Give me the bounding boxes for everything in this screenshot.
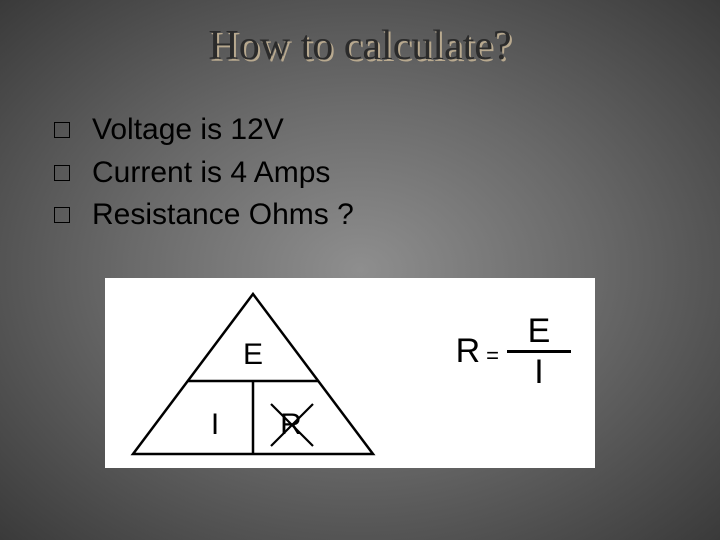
bullet-text: Resistance Ohms ? bbox=[92, 195, 354, 236]
bullet-list: Voltage is 12V Current is 4 Amps Resista… bbox=[54, 110, 354, 238]
list-item: Voltage is 12V bbox=[54, 110, 354, 151]
triangle-top-label: E bbox=[243, 338, 263, 371]
ohms-law-triangle-icon: E I R bbox=[123, 286, 383, 464]
slide-title: How to calculate? How to calculate? bbox=[0, 22, 720, 70]
formula-denominator: I bbox=[524, 355, 553, 389]
formula-numerator: E bbox=[518, 314, 561, 348]
list-item: Current is 4 Amps bbox=[54, 153, 354, 194]
bullet-icon bbox=[54, 122, 70, 138]
title-text: How to calculate? bbox=[0, 22, 720, 70]
formula: R = E I bbox=[456, 314, 571, 389]
slide: How to calculate? How to calculate? Volt… bbox=[0, 0, 720, 540]
formula-lhs: R bbox=[456, 332, 481, 371]
fraction: E I bbox=[507, 314, 571, 389]
diagram-panel: E I R R = E I bbox=[105, 278, 595, 468]
bullet-text: Current is 4 Amps bbox=[92, 153, 330, 194]
bullet-icon bbox=[54, 165, 70, 181]
bullet-icon bbox=[54, 207, 70, 223]
triangle-left-label: I bbox=[211, 408, 219, 441]
bullet-text: Voltage is 12V bbox=[92, 110, 284, 151]
list-item: Resistance Ohms ? bbox=[54, 195, 354, 236]
equals-sign: = bbox=[486, 343, 499, 369]
